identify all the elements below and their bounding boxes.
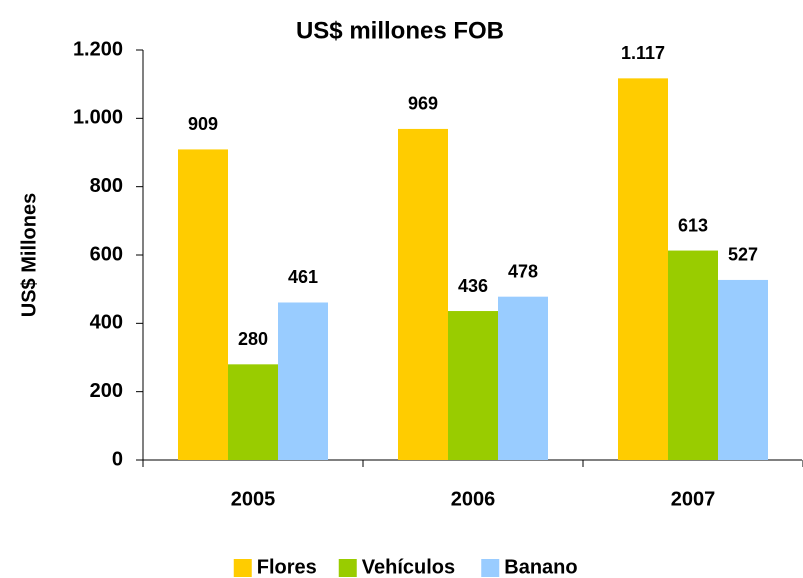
legend-swatch [233, 559, 252, 577]
x-tick-label: 2005 [231, 488, 276, 510]
legend-swatch [481, 559, 500, 577]
bar [498, 296, 548, 460]
y-tick-label: 200 [90, 380, 123, 402]
y-axis-label: US$ Millones [18, 193, 40, 317]
x-tick-label: 2006 [451, 488, 496, 510]
bar [178, 149, 228, 461]
x-tick-label: 2007 [671, 488, 716, 510]
y-tick-label: 1.200 [73, 38, 123, 60]
data-label: 909 [188, 114, 218, 134]
bar [718, 279, 768, 460]
data-label: 613 [678, 215, 708, 235]
data-label: 1.117 [621, 43, 665, 63]
legend-label: Vehículos [362, 556, 455, 578]
data-label: 461 [288, 267, 318, 287]
bar [398, 128, 448, 461]
data-label: 280 [238, 329, 268, 349]
y-tick-label: 1.000 [73, 107, 123, 129]
legend-label: Banano [504, 556, 577, 578]
data-label: 527 [728, 245, 758, 265]
chart-title: US$ millones FOB [296, 17, 504, 44]
y-tick-label: 600 [90, 243, 123, 265]
bar [668, 250, 718, 460]
y-tick-label: 400 [90, 312, 123, 334]
y-tick-label: 0 [112, 448, 123, 470]
data-label: 478 [508, 261, 538, 281]
bar [278, 302, 328, 460]
bar [448, 311, 498, 460]
legend-swatch [338, 559, 357, 577]
data-label: 969 [408, 94, 438, 114]
legend-label: Flores [257, 556, 317, 578]
bar [228, 364, 278, 460]
data-label: 436 [458, 276, 488, 296]
bar [618, 78, 668, 460]
y-tick-label: 800 [90, 175, 123, 197]
